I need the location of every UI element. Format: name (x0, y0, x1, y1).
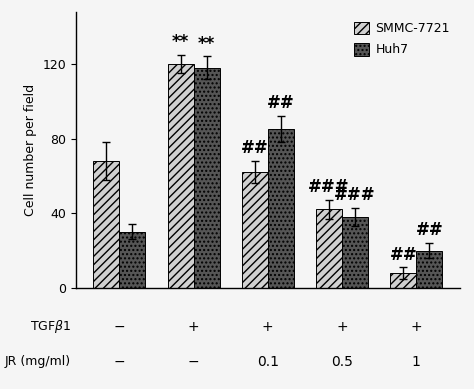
Bar (119, 232, 145, 288)
Bar (316, 210, 342, 288)
Text: **: ** (198, 35, 215, 53)
Text: **: ** (172, 33, 189, 51)
Bar (242, 172, 268, 288)
Text: ###: ### (308, 179, 350, 196)
Bar (167, 64, 193, 288)
Text: 1: 1 (412, 355, 421, 369)
Bar (268, 129, 294, 288)
Text: ##: ## (241, 139, 269, 157)
Text: −: − (188, 355, 200, 369)
Text: +: + (188, 320, 200, 334)
Text: ###: ### (334, 186, 376, 204)
Bar (391, 273, 416, 288)
Text: ##: ## (267, 95, 295, 112)
Text: +: + (262, 320, 273, 334)
Text: JR (mg/ml): JR (mg/ml) (5, 355, 71, 368)
Text: −: − (113, 355, 125, 369)
Legend: SMMC-7721, Huh7: SMMC-7721, Huh7 (350, 18, 454, 60)
Text: −: − (113, 320, 125, 334)
Text: +: + (336, 320, 348, 334)
Text: ##: ## (415, 221, 443, 239)
Bar (342, 217, 368, 288)
Text: +: + (410, 320, 422, 334)
Y-axis label: Cell number per field: Cell number per field (24, 84, 37, 216)
Bar (93, 161, 119, 288)
Text: TGF$\beta$1: TGF$\beta$1 (30, 318, 71, 335)
Text: ##: ## (390, 245, 417, 264)
Bar (416, 251, 442, 288)
Bar (193, 68, 219, 288)
Text: 0.1: 0.1 (257, 355, 279, 369)
Text: 0.5: 0.5 (331, 355, 353, 369)
